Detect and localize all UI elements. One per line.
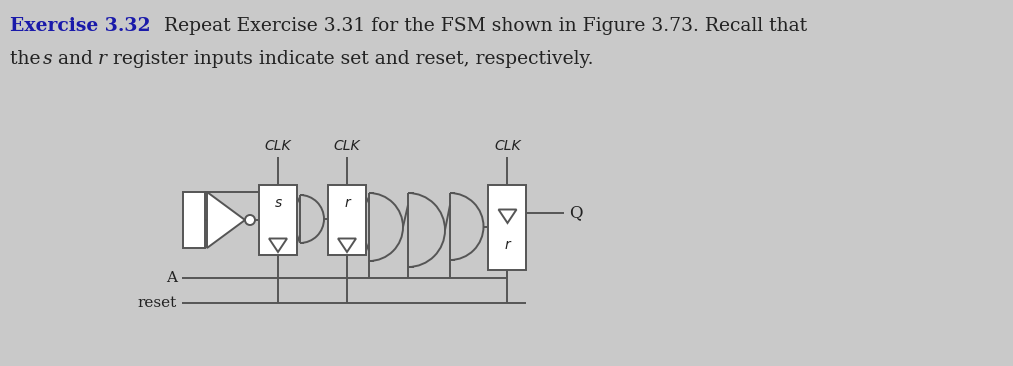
Text: Q: Q: [569, 205, 583, 221]
Polygon shape: [338, 239, 356, 252]
Text: r: r: [504, 238, 511, 252]
Bar: [488, 185, 527, 270]
Text: s: s: [43, 50, 53, 68]
Text: CLK: CLK: [333, 139, 361, 153]
Bar: [183, 192, 205, 248]
Bar: [328, 185, 366, 255]
Bar: [259, 185, 297, 255]
Text: CLK: CLK: [494, 139, 521, 153]
Polygon shape: [269, 239, 287, 252]
Text: reset: reset: [138, 296, 177, 310]
Text: Exercise 3.32: Exercise 3.32: [10, 17, 151, 35]
Text: s: s: [275, 196, 282, 210]
Circle shape: [245, 215, 255, 225]
Text: Repeat Exercise 3.31 for the FSM shown in Figure 3.73. Recall that: Repeat Exercise 3.31 for the FSM shown i…: [158, 17, 807, 35]
Text: and: and: [52, 50, 99, 68]
Text: CLK: CLK: [264, 139, 292, 153]
Text: A: A: [166, 271, 177, 285]
Text: the: the: [10, 50, 47, 68]
Text: r: r: [344, 196, 349, 210]
Text: register inputs indicate set and reset, respectively.: register inputs indicate set and reset, …: [107, 50, 594, 68]
Polygon shape: [207, 192, 245, 248]
Polygon shape: [498, 209, 517, 223]
Text: r: r: [98, 50, 107, 68]
